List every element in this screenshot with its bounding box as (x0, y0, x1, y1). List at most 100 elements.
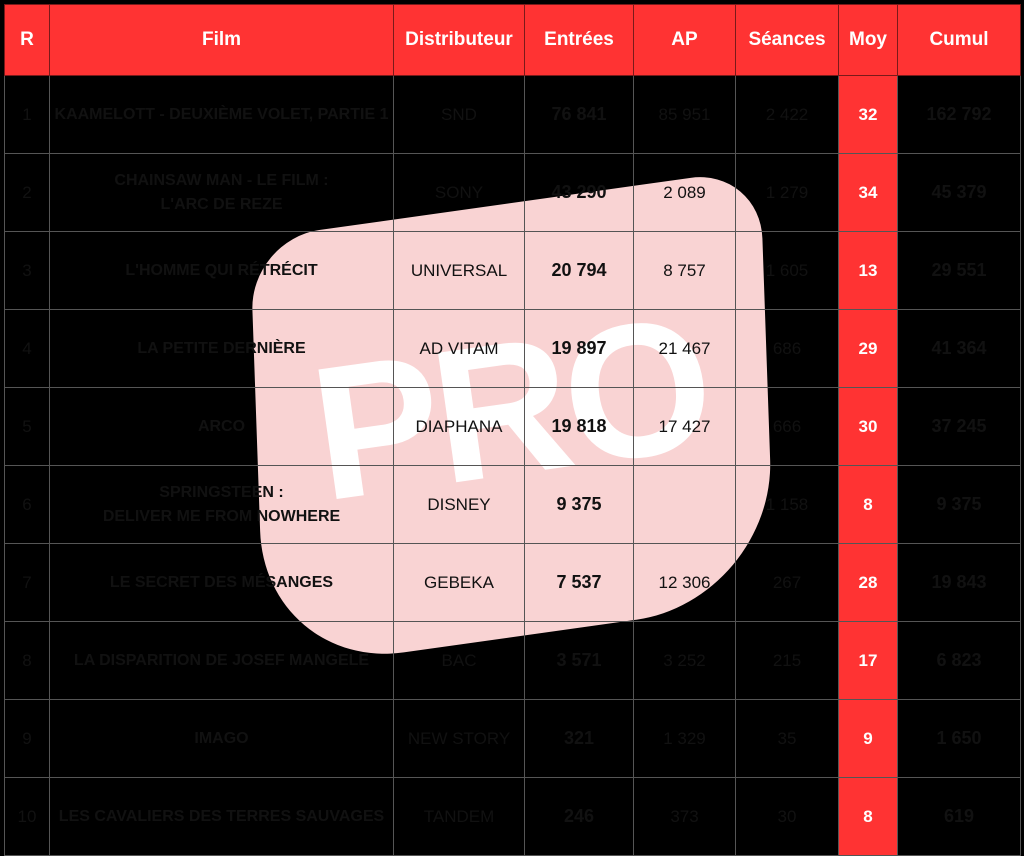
film-title-line: L'ARC DE REZE (160, 195, 283, 213)
film-cell: CHAINSAW MAN - LE FILM : L'ARC DE REZE (49, 153, 394, 232)
entrees-cell: 20 794 (524, 231, 634, 310)
distributeur-cell: BAC (393, 621, 525, 700)
moy-cell: 8 (838, 777, 898, 856)
film-cell: L'HOMME QUI RÉTRÉCIT (49, 231, 394, 310)
seances-cell: 267 (735, 543, 839, 622)
ap-cell: 3 252 (633, 621, 736, 700)
moy-cell: 29 (838, 309, 898, 388)
seances-cell: 1 158 (735, 465, 839, 544)
ap-cell: 2 089 (633, 153, 736, 232)
seances-cell: 2 422 (735, 75, 839, 154)
ap-cell: 21 467 (633, 309, 736, 388)
table-row: 2 CHAINSAW MAN - LE FILM : L'ARC DE REZE SO… (4, 153, 1021, 232)
table-row: 7 LE SECRET DES MÉSANGES GEBEKA 7 537 12 306… (4, 543, 1021, 622)
film-title-line: L'HOMME QUI RÉTRÉCIT (125, 261, 318, 279)
distributeur-cell: NEW STORY (393, 699, 525, 778)
table-row: 9 IMAGO NEW STORY 321 1 329 35 9 1 650 (4, 699, 1021, 778)
entrees-cell: 19 818 (524, 387, 634, 466)
seances-cell: 1 279 (735, 153, 839, 232)
header-r: R (4, 4, 50, 76)
entrees-cell: 321 (524, 699, 634, 778)
distributeur-cell: AD VITAM (393, 309, 525, 388)
film-cell: LA PETITE DERNIÈRE (49, 309, 394, 388)
cumul-cell: 9 375 (897, 465, 1021, 544)
entrees-cell: 246 (524, 777, 634, 856)
rank-cell: 9 (4, 699, 50, 778)
ap-cell: 373 (633, 777, 736, 856)
seances-cell: 666 (735, 387, 839, 466)
header-ap: AP (633, 4, 736, 76)
cumul-cell: 1 650 (897, 699, 1021, 778)
film-title-line: LA PETITE DERNIÈRE (137, 339, 306, 357)
table-row: 8 LA DISPARITION DE JOSEF MANGELE BAC 3 571… (4, 621, 1021, 700)
ap-cell: 17 427 (633, 387, 736, 466)
rank-cell: 7 (4, 543, 50, 622)
distributeur-cell: SONY (393, 153, 525, 232)
cumul-cell: 6 823 (897, 621, 1021, 700)
moy-cell: 17 (838, 621, 898, 700)
film-cell: LE SECRET DES MÉSANGES (49, 543, 394, 622)
rank-cell: 5 (4, 387, 50, 466)
rank-cell: 10 (4, 777, 50, 856)
entrees-cell: 19 897 (524, 309, 634, 388)
rank-cell: 2 (4, 153, 50, 232)
rank-cell: 3 (4, 231, 50, 310)
distributeur-cell: SND (393, 75, 525, 154)
film-cell: ARCO (49, 387, 394, 466)
ap-cell: 1 329 (633, 699, 736, 778)
table-row: 3 L'HOMME QUI RÉTRÉCIT UNIVERSAL 20 794 8 75… (4, 231, 1021, 310)
film-title-line: LES CAVALIERS DES TERRES SAUVAGES (58, 807, 385, 825)
box-office-table: R Film Distributeur Entrées AP Séances M… (4, 4, 1021, 856)
header-film: Film (49, 4, 394, 76)
film-title-line: IMAGO (194, 729, 249, 747)
seances-cell: 30 (735, 777, 839, 856)
ap-cell (633, 465, 736, 544)
cumul-cell: 162 792 (897, 75, 1021, 154)
table-row: 1 KAAMELOTT - DEUXIÈME VOLET, PARTIE 1 SND… (4, 75, 1021, 154)
entrees-cell: 3 571 (524, 621, 634, 700)
rank-cell: 1 (4, 75, 50, 154)
film-cell: KAAMELOTT - DEUXIÈME VOLET, PARTIE 1 (49, 75, 394, 154)
ap-cell: 12 306 (633, 543, 736, 622)
moy-cell: 9 (838, 699, 898, 778)
film-title-line: KAAMELOTT - DEUXIÈME VOLET, PARTIE 1 (54, 105, 389, 123)
cumul-cell: 45 379 (897, 153, 1021, 232)
cumul-cell: 29 551 (897, 231, 1021, 310)
header-moy: Moy (838, 4, 898, 76)
rank-cell: 6 (4, 465, 50, 544)
seances-cell: 215 (735, 621, 839, 700)
header-seances: Séances (735, 4, 839, 76)
header-distributeur: Distributeur (393, 4, 525, 76)
entrees-cell: 76 841 (524, 75, 634, 154)
cumul-cell: 19 843 (897, 543, 1021, 622)
distributeur-cell: DIAPHANA (393, 387, 525, 466)
table-row: 4 LA PETITE DERNIÈRE AD VITAM 19 897 21 467 6… (4, 309, 1021, 388)
seances-cell: 35 (735, 699, 839, 778)
film-title-line: LE SECRET DES MÉSANGES (109, 573, 334, 591)
film-cell: SPRINGSTEEN : DELIVER ME FROM NOWHERE (49, 465, 394, 544)
moy-cell: 30 (838, 387, 898, 466)
film-cell: LES CAVALIERS DES TERRES SAUVAGES (49, 777, 394, 856)
entrees-cell: 43 290 (524, 153, 634, 232)
film-cell: IMAGO (49, 699, 394, 778)
header-row: R Film Distributeur Entrées AP Séances M… (4, 4, 1021, 76)
film-title-line: SPRINGSTEEN : (159, 483, 284, 501)
ap-cell: 85 951 (633, 75, 736, 154)
moy-cell: 34 (838, 153, 898, 232)
moy-cell: 32 (838, 75, 898, 154)
film-title-line: DELIVER ME FROM NOWHERE (102, 507, 341, 525)
table-row: 5 ARCO DIAPHANA 19 818 17 427 666 30 37 245 (4, 387, 1021, 466)
table-row: 10 LES CAVALIERS DES TERRES SAUVAGES TANDE… (4, 777, 1021, 856)
distributeur-cell: UNIVERSAL (393, 231, 525, 310)
seances-cell: 686 (735, 309, 839, 388)
cumul-cell: 37 245 (897, 387, 1021, 466)
film-cell: LA DISPARITION DE JOSEF MANGELE (49, 621, 394, 700)
table-row: 6 SPRINGSTEEN : DELIVER ME FROM NOWHERE DIS… (4, 465, 1021, 544)
header-entrees: Entrées (524, 4, 634, 76)
rank-cell: 8 (4, 621, 50, 700)
film-title-line: LA DISPARITION DE JOSEF MANGELE (73, 651, 370, 669)
cumul-cell: 41 364 (897, 309, 1021, 388)
cumul-cell: 619 (897, 777, 1021, 856)
film-title-line: ARCO (197, 417, 246, 435)
header-cumul: Cumul (897, 4, 1021, 76)
